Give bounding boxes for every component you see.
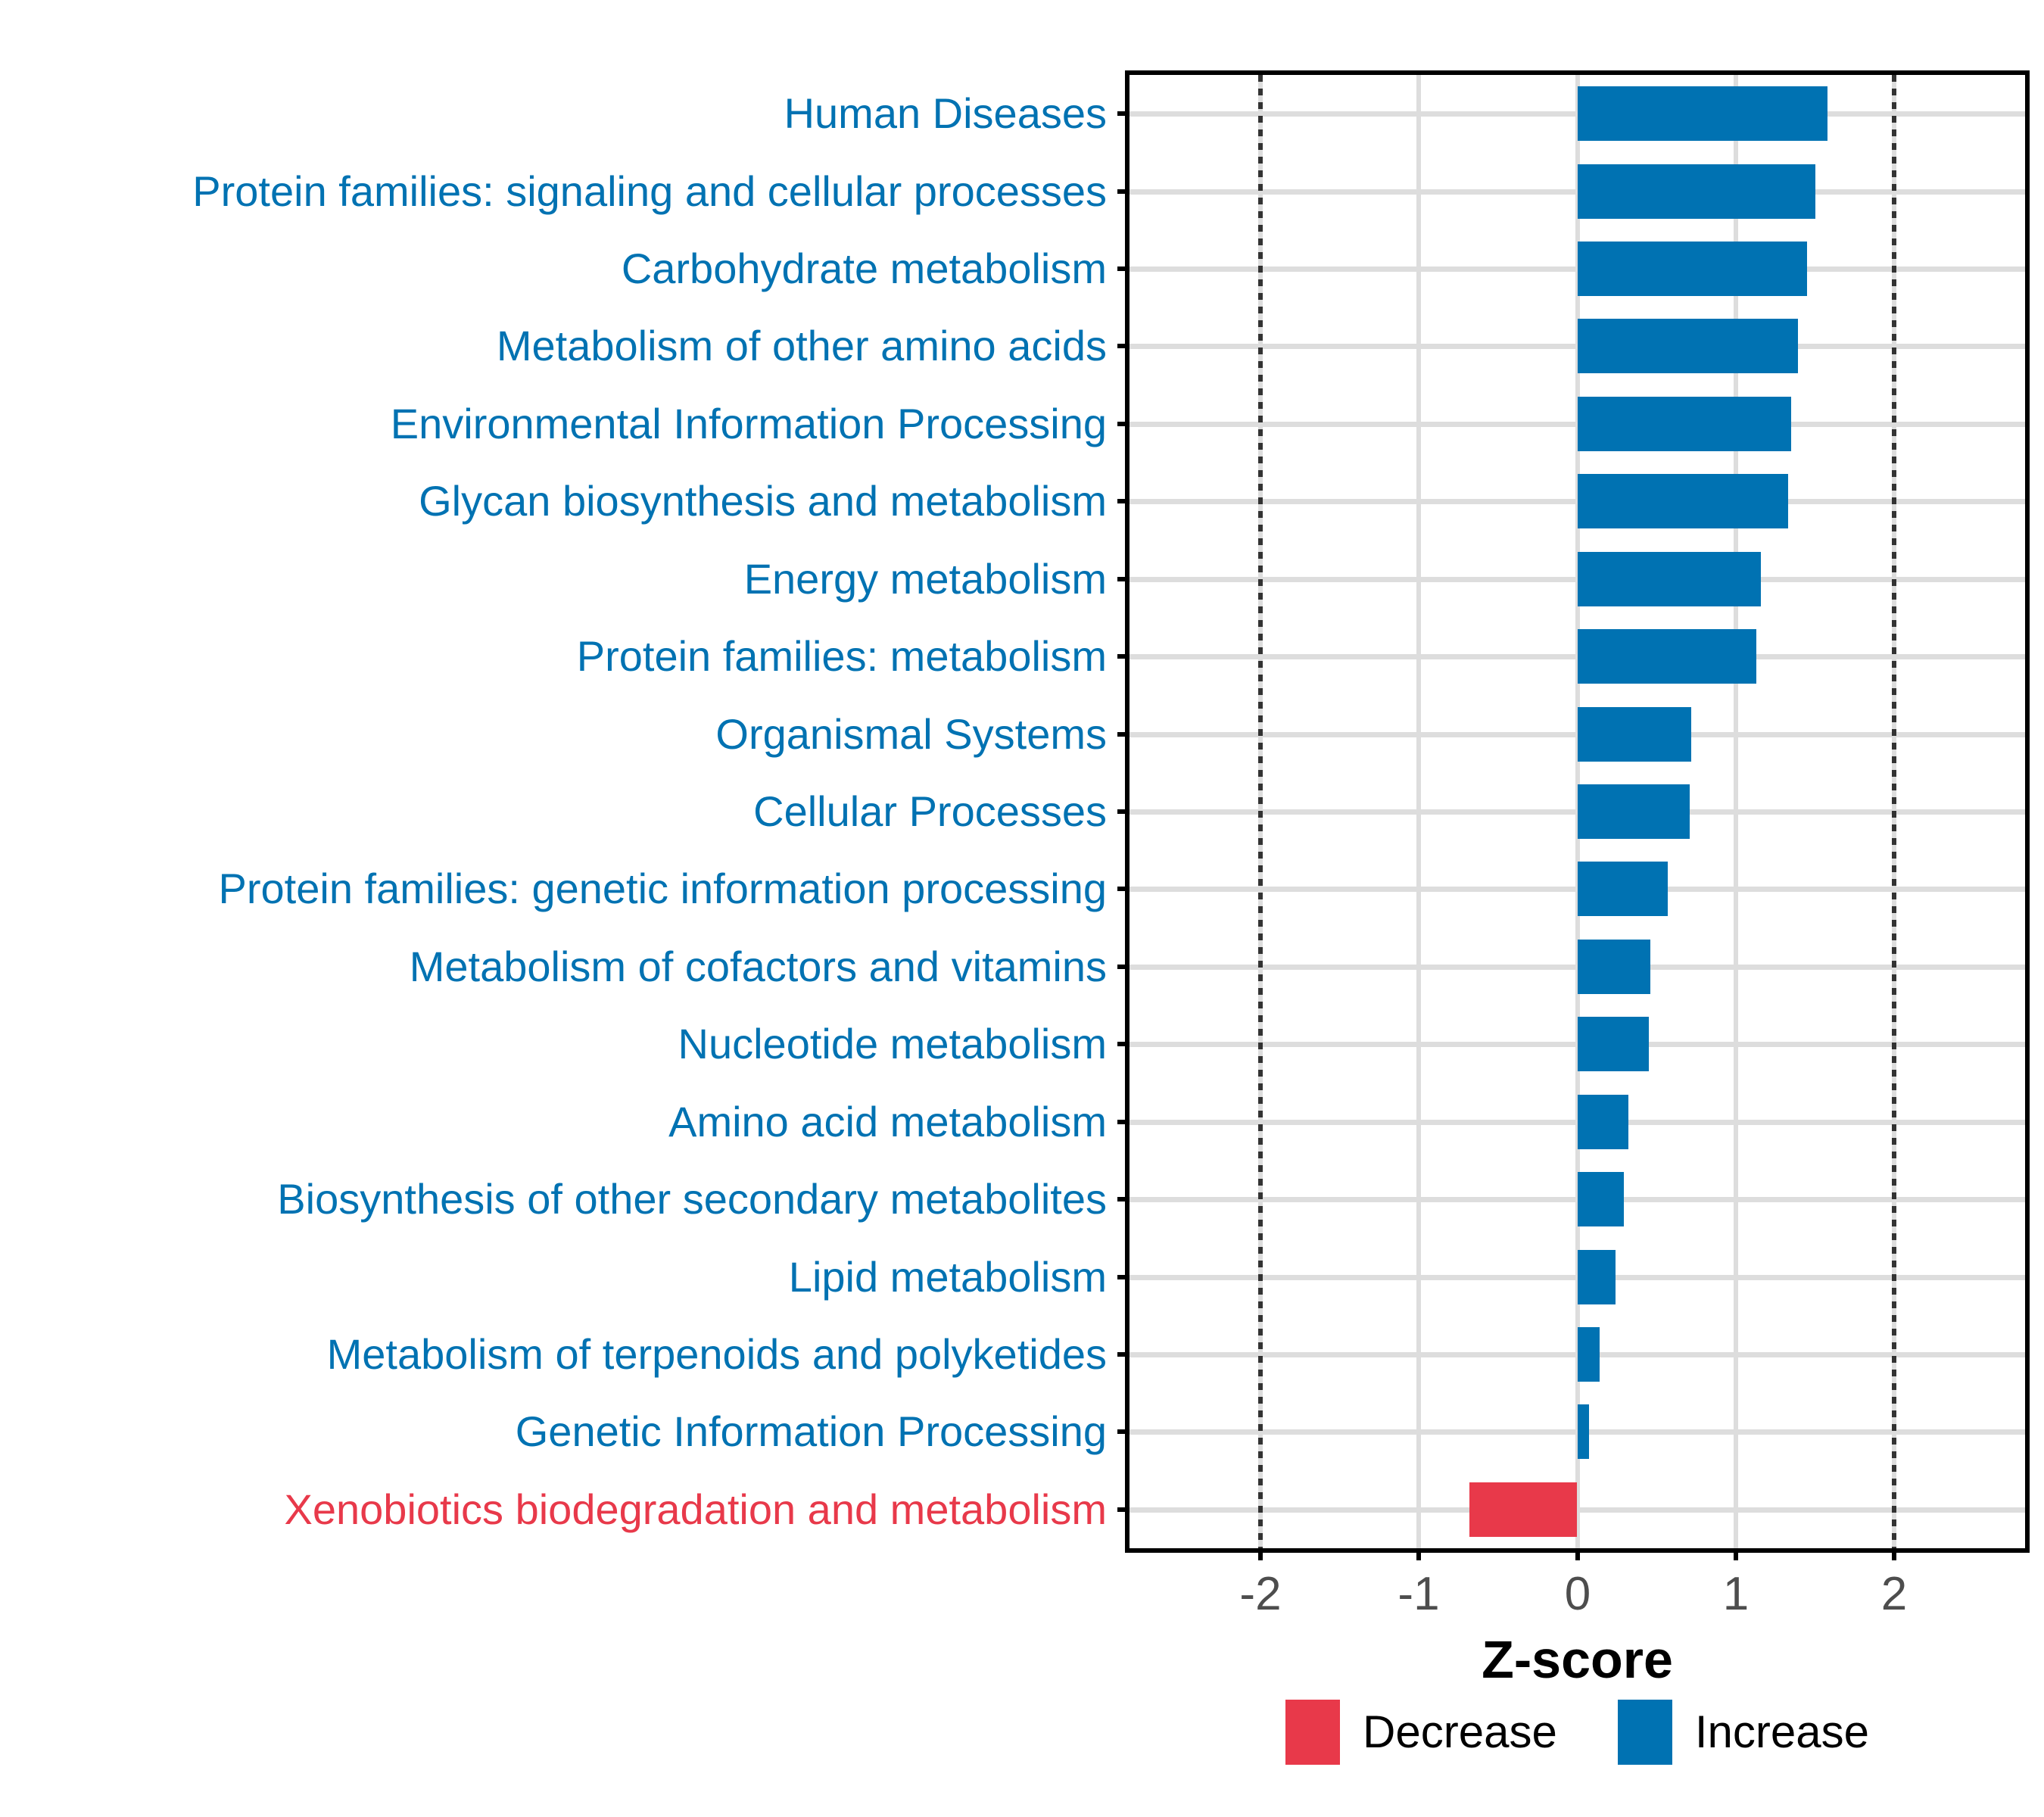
y-tick	[1117, 654, 1129, 659]
x-tick	[1892, 1548, 1896, 1560]
bar	[1578, 1172, 1624, 1226]
x-tick-label: -1	[1397, 1568, 1440, 1620]
x-tick	[1575, 1548, 1580, 1560]
x-tick	[1258, 1548, 1263, 1560]
y-tick	[1117, 809, 1129, 814]
category-label: Metabolism of terpenoids and polyketides	[326, 1330, 1107, 1378]
category-label: Organismal Systems	[715, 710, 1107, 758]
category-label: Protein families: genetic information pr…	[218, 865, 1107, 912]
bar	[1578, 86, 1827, 141]
legend-label-increase: Increase	[1694, 1706, 1869, 1757]
y-tick	[1117, 189, 1129, 194]
x-tick-label: 0	[1564, 1568, 1591, 1620]
y-tick	[1117, 1042, 1129, 1046]
category-label: Energy metabolism	[743, 555, 1107, 603]
y-tick	[1117, 1275, 1129, 1279]
bar	[1578, 164, 1815, 219]
legend-label-decrease: Decrease	[1363, 1706, 1557, 1757]
bar	[1578, 1095, 1628, 1149]
category-label: Biosynthesis of other secondary metaboli…	[277, 1175, 1107, 1223]
bar	[1578, 1327, 1600, 1382]
bar	[1578, 940, 1650, 994]
category-label: Human Diseases	[784, 89, 1107, 137]
bar	[1578, 397, 1791, 451]
bar	[1578, 784, 1690, 839]
bar	[1578, 862, 1668, 916]
category-label: Genetic Information Processing	[515, 1407, 1107, 1455]
y-tick	[1117, 965, 1129, 969]
category-label: Environmental Information Processing	[390, 400, 1107, 447]
gridline-vertical	[1734, 75, 1738, 1548]
x-tick	[1734, 1548, 1738, 1560]
reference-line	[1892, 75, 1896, 1548]
legend-item-increase: Increase	[1617, 1700, 1869, 1765]
category-label: Amino acid metabolism	[668, 1098, 1107, 1145]
y-tick	[1117, 344, 1129, 348]
bar	[1578, 552, 1761, 606]
y-tick	[1117, 111, 1129, 116]
y-tick	[1117, 266, 1129, 271]
y-tick	[1117, 1120, 1129, 1124]
plot-panel	[1129, 75, 2025, 1548]
bar	[1469, 1482, 1577, 1537]
y-tick	[1117, 732, 1129, 737]
y-tick	[1117, 1507, 1129, 1512]
legend-item-decrease: Decrease	[1285, 1700, 1557, 1765]
y-tick	[1117, 1197, 1129, 1201]
reference-line	[1258, 75, 1263, 1548]
bar	[1578, 242, 1807, 296]
gridline-vertical	[1416, 75, 1421, 1548]
y-tick	[1117, 887, 1129, 891]
legend-swatch-increase	[1617, 1700, 1672, 1765]
x-tick-label: 1	[1722, 1568, 1750, 1620]
bar	[1578, 707, 1691, 762]
category-label: Protein families: metabolism	[576, 632, 1107, 680]
category-label: Metabolism of other amino acids	[496, 322, 1107, 369]
category-label: Cellular Processes	[753, 787, 1107, 835]
category-label: Nucleotide metabolism	[678, 1020, 1107, 1067]
x-tick	[1416, 1548, 1421, 1560]
y-tick	[1117, 1429, 1129, 1434]
bar	[1578, 629, 1756, 684]
legend-swatch-decrease	[1285, 1700, 1341, 1765]
x-tick-label: -2	[1239, 1568, 1282, 1620]
bar	[1578, 1404, 1589, 1459]
y-tick	[1117, 1352, 1129, 1357]
category-label: Metabolism of cofactors and vitamins	[409, 943, 1107, 990]
bar	[1578, 1250, 1616, 1304]
x-tick-label: 2	[1880, 1568, 1908, 1620]
category-label: Carbohydrate metabolism	[621, 245, 1107, 292]
x-axis-title: Z-score	[1482, 1630, 1673, 1689]
y-tick	[1117, 577, 1129, 581]
bar	[1578, 474, 1788, 528]
bar	[1578, 1017, 1649, 1071]
category-label: Glycan biosynthesis and metabolism	[419, 477, 1107, 525]
category-label: Lipid metabolism	[788, 1253, 1107, 1301]
category-label: Protein families: signaling and cellular…	[192, 167, 1107, 215]
bar	[1578, 319, 1798, 373]
category-label: Xenobiotics biodegradation and metabolis…	[284, 1485, 1107, 1533]
y-tick	[1117, 422, 1129, 426]
legend: Decrease Increase	[1129, 1700, 2025, 1765]
y-tick	[1117, 499, 1129, 503]
